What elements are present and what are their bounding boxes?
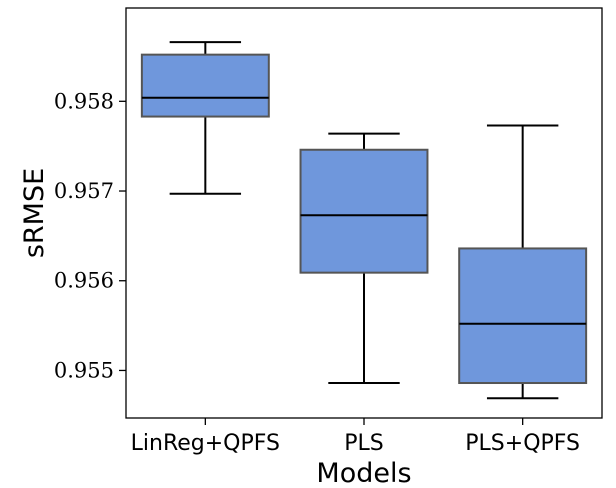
x-tick-label: PLS [344,431,384,456]
y-tick-label: 0.957 [54,179,114,203]
y-tick-label: 0.955 [54,358,114,382]
box-group [299,132,429,385]
y-axis: 0.955 0.956 0.957 0.958 [54,89,126,382]
box-iqr [140,53,270,118]
x-tick-label: LinReg+QPFS [131,431,280,456]
box-iqr [458,247,588,385]
box-group [458,124,588,400]
x-axis-title: Models [316,458,411,488]
x-axis: LinReg+QPFS PLS PLS+QPFS [131,418,580,456]
box-group [140,41,270,195]
x-tick-label: PLS+QPFS [465,431,580,456]
y-tick-label: 0.958 [54,89,114,113]
y-tick-label: 0.956 [54,269,114,293]
box-iqr [299,148,429,274]
y-axis-title: sRMSE [19,168,50,258]
boxes [140,41,588,400]
